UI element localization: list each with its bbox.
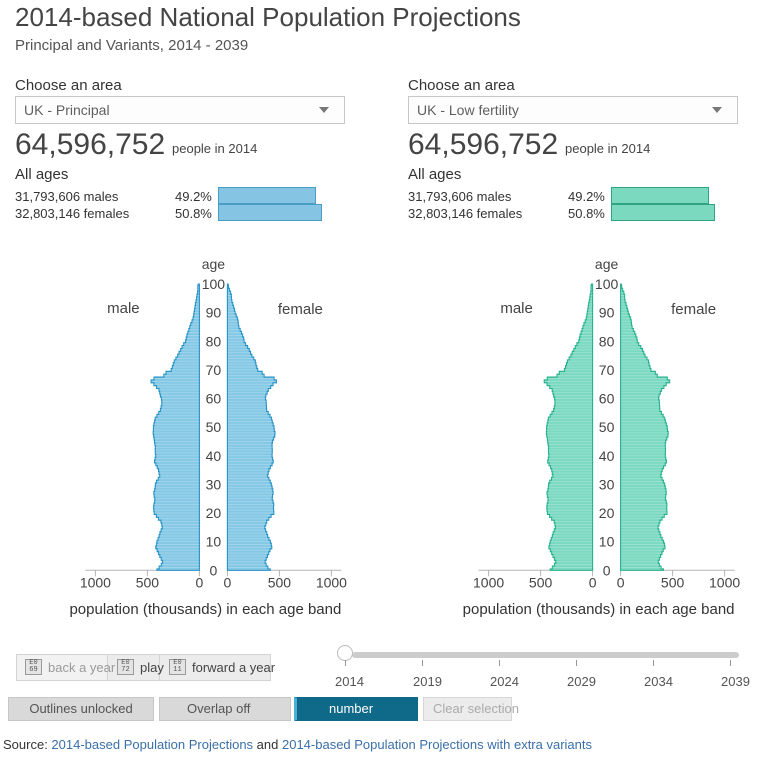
svg-text:0: 0 bbox=[196, 575, 204, 591]
svg-text:500: 500 bbox=[661, 575, 685, 591]
svg-text:0: 0 bbox=[224, 575, 232, 591]
svg-text:90: 90 bbox=[599, 305, 615, 321]
svg-text:30: 30 bbox=[206, 476, 222, 492]
svg-text:40: 40 bbox=[206, 448, 222, 464]
svg-text:80: 80 bbox=[206, 333, 222, 349]
svg-text:20: 20 bbox=[206, 505, 222, 521]
svg-text:10: 10 bbox=[206, 534, 222, 550]
svg-text:male: male bbox=[107, 300, 140, 317]
svg-text:70: 70 bbox=[599, 362, 615, 378]
svg-text:1000: 1000 bbox=[316, 575, 347, 591]
svg-text:500: 500 bbox=[268, 575, 292, 591]
svg-text:60: 60 bbox=[206, 391, 222, 407]
svg-text:1000: 1000 bbox=[80, 575, 111, 591]
svg-text:population (thousands) in each: population (thousands) in each age band bbox=[463, 601, 735, 618]
svg-text:60: 60 bbox=[599, 391, 615, 407]
svg-text:0: 0 bbox=[210, 562, 218, 578]
svg-text:female: female bbox=[671, 301, 716, 318]
svg-text:70: 70 bbox=[206, 362, 222, 378]
svg-text:age: age bbox=[595, 256, 619, 272]
svg-text:0: 0 bbox=[589, 575, 597, 591]
svg-text:female: female bbox=[278, 301, 323, 318]
svg-text:age: age bbox=[202, 256, 226, 272]
svg-text:90: 90 bbox=[206, 305, 222, 321]
svg-text:500: 500 bbox=[136, 575, 160, 591]
svg-text:10: 10 bbox=[599, 534, 615, 550]
svg-text:40: 40 bbox=[599, 448, 615, 464]
svg-text:80: 80 bbox=[599, 333, 615, 349]
svg-text:50: 50 bbox=[206, 419, 222, 435]
svg-text:30: 30 bbox=[599, 476, 615, 492]
svg-text:20: 20 bbox=[599, 505, 615, 521]
svg-text:0: 0 bbox=[617, 575, 625, 591]
svg-text:0: 0 bbox=[603, 562, 611, 578]
svg-text:population (thousands) in each: population (thousands) in each age band bbox=[69, 601, 341, 618]
svg-text:50: 50 bbox=[599, 419, 615, 435]
svg-text:1000: 1000 bbox=[473, 575, 504, 591]
svg-text:100: 100 bbox=[202, 276, 226, 292]
svg-text:1000: 1000 bbox=[709, 575, 740, 591]
svg-text:male: male bbox=[500, 300, 533, 317]
svg-text:500: 500 bbox=[529, 575, 553, 591]
svg-text:100: 100 bbox=[595, 276, 619, 292]
